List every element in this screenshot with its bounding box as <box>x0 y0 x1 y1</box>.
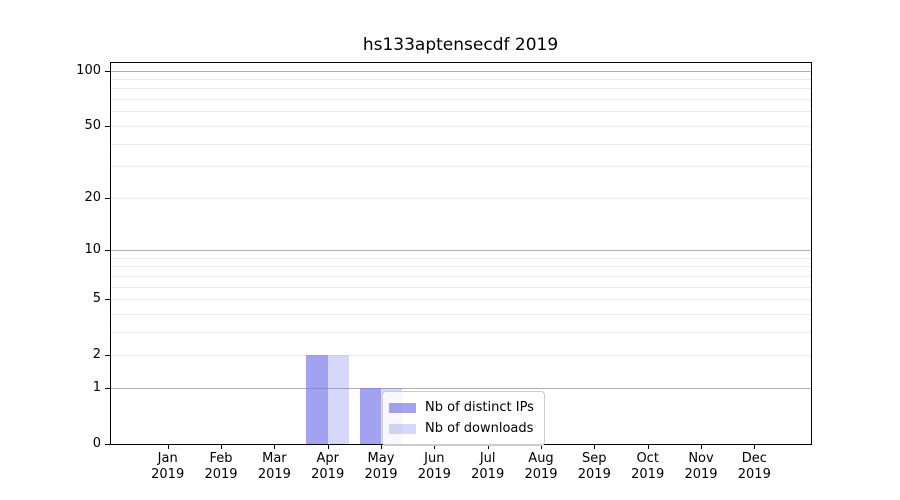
x-tick-sep <box>594 445 596 449</box>
x-tick-oct <box>647 445 649 449</box>
x-tick-label-aug: Aug 2019 <box>524 451 558 482</box>
x-tick-apr <box>327 445 329 449</box>
x-tick-jul <box>487 445 489 449</box>
y-tick-label-10: 10 <box>84 242 101 257</box>
x-tick-aug <box>541 445 542 449</box>
gridline-minor-3 <box>111 331 811 333</box>
gridline-minor-4 <box>111 313 811 315</box>
y-tick-1 <box>105 387 110 389</box>
gridline-major-10 <box>111 250 811 251</box>
y-tick-label-100: 100 <box>76 62 101 78</box>
legend-entry-downloads: Nb of downloads <box>389 418 536 439</box>
y-tick-50 <box>105 125 110 127</box>
x-tick-mar <box>274 445 276 449</box>
y-tick-20 <box>105 197 110 199</box>
y-tick-label-1: 1 <box>92 379 101 395</box>
gridline-minor-5 <box>111 299 811 300</box>
x-tick-label-dec: Dec 2019 <box>737 451 771 482</box>
x-tick-label-feb: Feb 2019 <box>204 451 238 482</box>
y-tick-100 <box>105 70 110 72</box>
plot-area <box>110 62 812 445</box>
gridline-minor-30 <box>111 166 811 168</box>
x-tick-label-jan: Jan 2019 <box>151 451 185 482</box>
x-tick-label-sep: Sep 2019 <box>577 451 611 482</box>
x-tick-may <box>381 445 382 449</box>
gridline-minor-20 <box>111 197 811 199</box>
x-tick-label-oct: Oct 2019 <box>631 451 665 482</box>
gridline-major-1 <box>111 387 811 389</box>
gridline-minor-90 <box>111 79 811 80</box>
legend-entry-distinct-ips: Nb of distinct IPs <box>389 397 536 418</box>
gridline-minor-60 <box>111 111 811 113</box>
y-tick-0 <box>105 444 110 445</box>
gridline-minor-50 <box>111 125 811 127</box>
bar-distinct-ips-may <box>359 387 381 444</box>
legend-swatch-downloads <box>389 423 416 434</box>
gridline-minor-2 <box>111 355 811 357</box>
x-tick-label-mar: Mar 2019 <box>257 451 291 482</box>
x-tick-dec <box>754 445 756 449</box>
x-tick-jan <box>167 445 169 449</box>
x-tick-label-jun: Jun 2019 <box>417 451 451 482</box>
x-tick-feb <box>221 445 222 449</box>
y-tick-10 <box>105 250 110 251</box>
gridline-minor-8 <box>111 266 811 268</box>
legend-label-distinct-ips: Nb of distinct IPs <box>425 400 534 415</box>
y-tick-2 <box>105 355 110 357</box>
x-tick-label-apr: Apr 2019 <box>311 451 345 482</box>
y-tick-5 <box>105 299 110 300</box>
bar-downloads-apr <box>327 355 349 444</box>
y-tick-label-5: 5 <box>92 291 101 306</box>
legend-label-downloads: Nb of downloads <box>425 421 534 436</box>
legend-swatch-distinct-ips <box>389 402 416 413</box>
y-tick-label-50: 50 <box>84 117 101 133</box>
gridline-minor-6 <box>111 286 811 288</box>
x-tick-label-may: May 2019 <box>364 451 398 482</box>
gridline-major-100 <box>111 70 811 72</box>
y-tick-label-2: 2 <box>92 347 101 363</box>
x-tick-label-nov: Nov 2019 <box>684 451 718 482</box>
bar-distinct-ips-apr <box>306 355 328 444</box>
gridline-minor-70 <box>111 99 811 101</box>
x-tick-label-jul: Jul 2019 <box>471 451 505 482</box>
gridline-minor-40 <box>111 143 811 145</box>
y-tick-label-0: 0 <box>92 436 101 451</box>
gridline-minor-9 <box>111 257 811 259</box>
gridline-minor-7 <box>111 275 811 277</box>
y-tick-label-20: 20 <box>84 189 101 205</box>
chart-title: hs133aptensecdf 2019 <box>362 35 559 55</box>
legend: Nb of distinct IPs Nb of downloads <box>382 391 545 446</box>
x-tick-jun <box>434 445 436 449</box>
gridline-minor-80 <box>111 88 811 90</box>
x-tick-nov <box>701 445 702 449</box>
